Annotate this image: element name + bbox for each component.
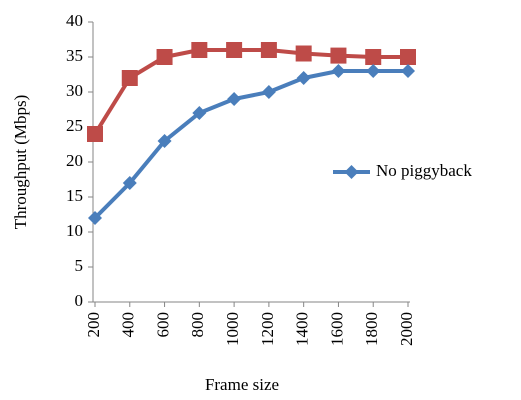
x-tick-label: 2000	[397, 312, 416, 346]
x-axis-label: Frame size	[205, 375, 279, 394]
marker	[260, 42, 277, 58]
marker	[87, 126, 103, 142]
x-tick-label: 1800	[362, 312, 381, 346]
y-tick-label: 5	[75, 256, 84, 275]
marker	[156, 49, 173, 65]
y-tick-label: 25	[66, 116, 83, 135]
marker	[192, 106, 207, 120]
marker	[400, 49, 416, 65]
y-tick-label: 40	[66, 11, 83, 30]
y-tick-label: 10	[66, 221, 83, 240]
marker	[366, 64, 381, 78]
marker	[295, 45, 312, 62]
y-tick-label: 35	[66, 46, 83, 65]
marker	[365, 49, 382, 65]
marker	[191, 42, 208, 58]
x-tick-label: 800	[188, 312, 207, 338]
marker	[331, 64, 346, 78]
marker	[344, 165, 359, 179]
marker	[88, 211, 102, 225]
x-tick-label: 600	[153, 312, 172, 338]
marker	[227, 92, 242, 106]
marker	[226, 42, 243, 58]
y-tick-label: 30	[66, 81, 83, 100]
x-tick-label: 1600	[327, 312, 346, 346]
y-axis-label: Throughput (Mbps)	[11, 95, 30, 230]
y-tick-label: 15	[66, 186, 83, 205]
marker	[296, 71, 311, 85]
x-tick-label: 400	[119, 312, 138, 338]
y-tick-label: 0	[75, 291, 84, 310]
series-line	[93, 69, 408, 220]
x-tick-label: 1200	[258, 312, 277, 346]
marker	[121, 70, 138, 86]
y-tick-label: 20	[66, 151, 83, 170]
x-tick-label: 1400	[293, 312, 312, 346]
marker	[261, 85, 276, 99]
marker	[401, 64, 415, 78]
marker	[330, 47, 347, 64]
x-tick-label: 1000	[223, 312, 242, 346]
x-tick-label: 200	[84, 312, 103, 338]
marker	[157, 134, 172, 148]
series-line	[93, 48, 408, 136]
legend-label: No piggyback	[376, 161, 472, 180]
marker	[122, 176, 137, 190]
